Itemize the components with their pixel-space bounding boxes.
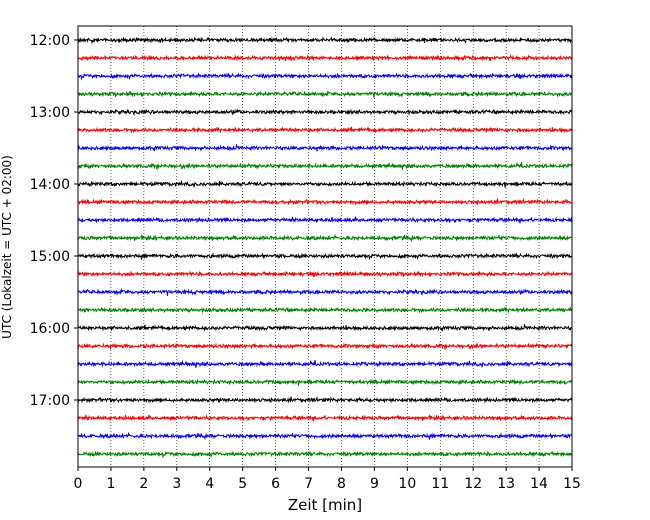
y-axis-ticks: 12:00 13:00 14:00 15:00 16:00 17:00 [30,33,78,409]
x-tick-label: 5 [238,476,247,492]
y-tick-label: 17:00 [30,393,70,409]
trace-1545 [77,306,573,314]
trace-1345 [77,161,573,170]
x-axis-ticks: 0 1 2 3 4 5 6 7 8 9 10 11 12 13 14 15 [74,467,581,492]
x-tick-label: 10 [398,476,416,492]
x-tick-label: 6 [271,476,280,492]
x-tick-label: 14 [530,476,548,492]
x-tick-label: 12 [464,476,482,492]
trace-1300 [77,108,573,116]
trace-1530 [77,287,573,296]
trace-1730 [77,431,573,441]
trace-1400 [77,180,573,188]
x-tick-label: 15 [563,476,581,492]
trace-1630 [77,359,573,368]
x-tick-label: 8 [337,476,346,492]
trace-1745 [77,450,573,459]
x-tick-label: 2 [139,476,148,492]
trace-1715 [77,413,573,422]
plot-frame [77,25,573,468]
trace-1245 [77,89,573,98]
trace-1615 [77,342,573,350]
trace-1600 [77,324,573,332]
x-tick-label: 3 [172,476,181,492]
trace-1200 [77,36,573,45]
trace-1415 [77,198,573,206]
trace-1315 [77,126,573,134]
trace-1430 [77,216,573,224]
x-tick-label: 4 [205,476,214,492]
trace-1645 [77,378,573,386]
x-axis-label: Zeit [min] [288,496,362,514]
trace-1500 [77,252,573,261]
trace-1230 [77,72,573,81]
x-tick-label: 11 [431,476,449,492]
x-tick-label: 9 [370,476,379,492]
y-tick-label: 15:00 [30,249,70,265]
y-axis-label: UTC (Lokalzeit = UTC + 02:00) [0,155,14,339]
seismic-traces [77,36,573,459]
y-tick-label: 13:00 [30,105,70,121]
trace-1215 [77,54,573,62]
x-tick-label: 13 [497,476,515,492]
trace-1330 [77,144,573,152]
y-tick-label: 12:00 [30,33,70,49]
trace-1515 [77,270,573,278]
x-tick-label: 7 [304,476,313,492]
trace-1700 [77,396,573,404]
x-tick-label: 1 [106,476,115,492]
trace-1445 [77,233,573,243]
y-tick-label: 16:00 [30,321,70,337]
x-tick-label: 0 [74,476,83,492]
y-tick-label: 14:00 [30,177,70,193]
